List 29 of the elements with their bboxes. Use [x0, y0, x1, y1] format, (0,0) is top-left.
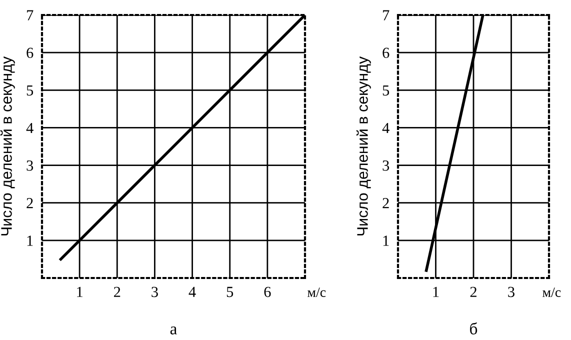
y-tick-label: 7	[27, 10, 34, 20]
text: б	[470, 322, 478, 334]
y-tick-label: 2	[26, 198, 33, 208]
x-tick-label: 2	[470, 286, 476, 297]
x-tick-label: 3	[152, 286, 158, 298]
y-tick-label: 1	[27, 236, 33, 246]
x-tick-label: 4	[188, 286, 196, 297]
y-tick-label: 5	[382, 85, 390, 96]
text: а	[170, 326, 177, 334]
y-tick-label: 4	[26, 122, 34, 134]
y-tick-label: 1	[383, 236, 389, 246]
y-axis-title: Число делений в секунду	[356, 56, 371, 236]
x-tick-label: 3	[508, 286, 514, 298]
x-tick-label: 5	[226, 286, 234, 298]
y-tick-label: 6	[382, 48, 390, 58]
x-tick-label: 1	[433, 286, 439, 297]
x-tick-label: 1	[77, 286, 82, 297]
y-tick-label: 2	[382, 198, 389, 208]
x-tick-label: 6	[264, 286, 271, 298]
x-axis-title: м/с	[542, 288, 561, 297]
y-tick-label: 4	[382, 122, 390, 134]
y-tick-label: 3	[382, 160, 390, 171]
y-axis-title: Число делений в секунду	[0, 56, 15, 236]
y-tick-label: 3	[26, 160, 34, 171]
y-tick-label: 7	[383, 10, 390, 20]
y-tick-label: 5	[26, 85, 34, 96]
x-axis-title: м/с	[308, 288, 326, 297]
x-tick-label: 2	[114, 286, 120, 297]
y-tick-label: 6	[26, 48, 34, 58]
